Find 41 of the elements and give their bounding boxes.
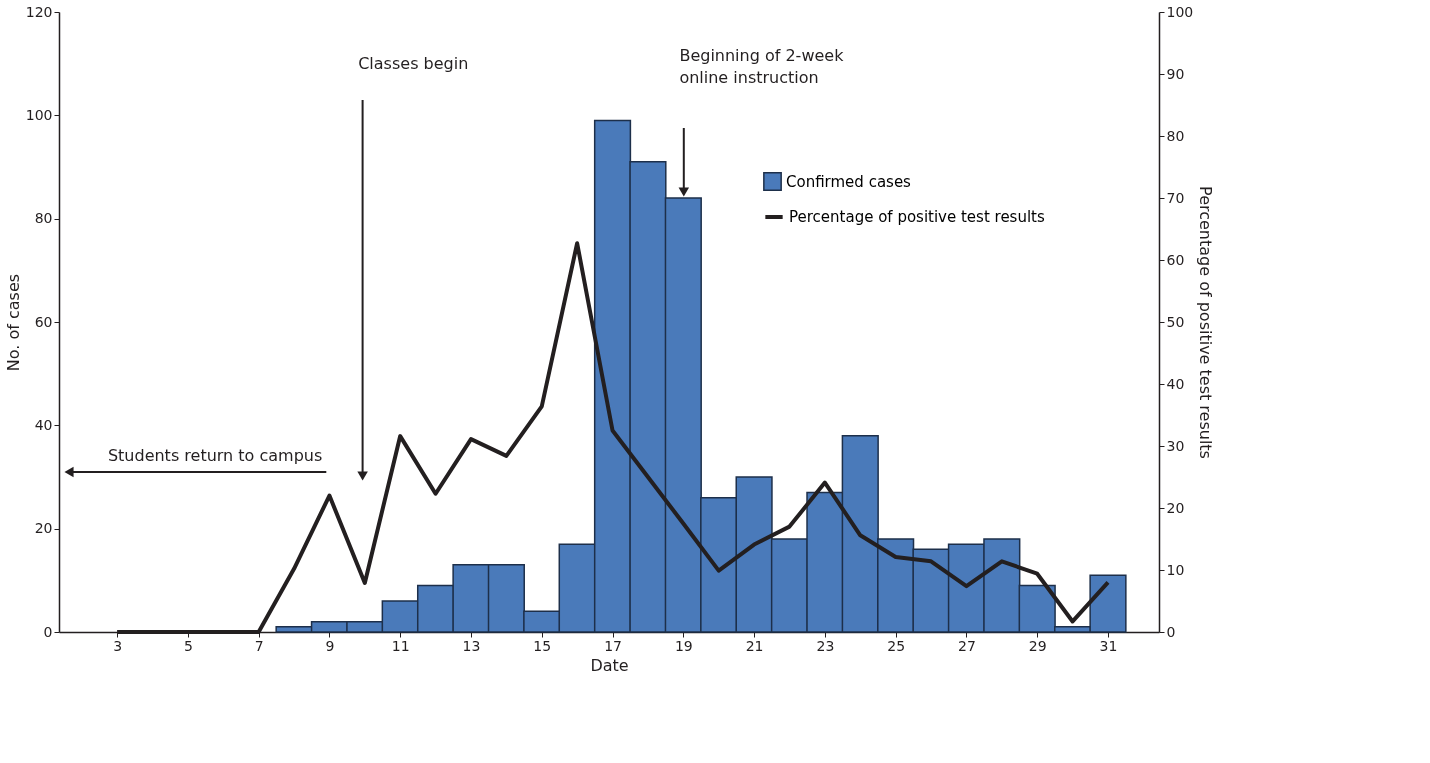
y-tick-label: 100 bbox=[25, 106, 53, 123]
x-tick-label: 31 bbox=[1099, 637, 1118, 654]
y2-tick-label: 60 bbox=[1166, 251, 1185, 268]
x-tick-label: 13 bbox=[462, 637, 481, 654]
y2-tick-label: 50 bbox=[1166, 313, 1185, 330]
x-axis-title: Date bbox=[590, 655, 629, 675]
y2-tick-label: 90 bbox=[1166, 65, 1185, 82]
y-tick-label: 120 bbox=[25, 3, 53, 20]
annotation: Students return to campus bbox=[107, 446, 323, 466]
y-tick-label: 40 bbox=[34, 416, 53, 433]
legend-label: Confirmed cases bbox=[786, 172, 912, 191]
y2-tick-label: 20 bbox=[1166, 499, 1185, 516]
x-tick-label: 5 bbox=[183, 637, 193, 654]
x-tick-label: 29 bbox=[1028, 637, 1047, 654]
y-axis-title: No. of cases bbox=[3, 273, 23, 372]
y-tick-label: 60 bbox=[34, 313, 53, 330]
x-tick-label: 21 bbox=[745, 637, 764, 654]
x-tick-label: 9 bbox=[325, 637, 335, 654]
x-tick-label: 15 bbox=[533, 637, 552, 654]
x-tick-label: 19 bbox=[674, 637, 693, 654]
y2-tick-label: 0 bbox=[1166, 623, 1176, 640]
y2-tick-label: 10 bbox=[1166, 561, 1185, 578]
y2-tick-label: 40 bbox=[1166, 375, 1185, 392]
x-tick-label: 23 bbox=[816, 637, 835, 654]
x-tick-label: 11 bbox=[391, 637, 410, 654]
legend-label: Percentage of positive test results bbox=[789, 208, 1045, 226]
annotation: Beginning of 2-week online instruction bbox=[679, 46, 845, 87]
y2-axis-title: Percentage of positive test results bbox=[1196, 186, 1216, 459]
x-tick-label: 17 bbox=[604, 637, 622, 654]
x-tick-label: 7 bbox=[254, 637, 264, 654]
y-tick-label: 80 bbox=[34, 210, 53, 227]
y-tick-label: 20 bbox=[34, 520, 53, 537]
y2-tick-label: 100 bbox=[1166, 3, 1194, 20]
annotation: Classes begin bbox=[358, 54, 469, 73]
x-tick-label: 27 bbox=[958, 637, 976, 654]
y2-tick-label: 70 bbox=[1166, 189, 1185, 206]
x-tick-label: 3 bbox=[113, 637, 123, 654]
x-tick-label: 25 bbox=[887, 637, 906, 654]
y2-tick-label: 30 bbox=[1166, 437, 1185, 454]
y-tick-label: 0 bbox=[43, 623, 53, 640]
y2-tick-label: 80 bbox=[1166, 127, 1185, 144]
